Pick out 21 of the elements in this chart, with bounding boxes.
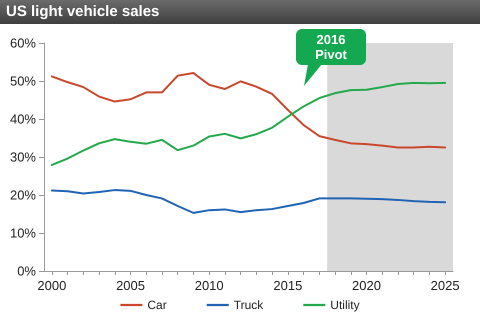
legend-label: Utility [330, 298, 360, 312]
x-tick-label: 2005 [116, 278, 145, 293]
legend-label: Truck [234, 298, 264, 312]
x-tick-label: 2000 [37, 278, 66, 293]
chart-title: US light vehicle sales [6, 3, 160, 20]
y-tick-label: 20% [10, 188, 36, 202]
legend-label: Car [147, 298, 167, 312]
x-tick-label: 2015 [273, 278, 302, 293]
y-tick-label: 0% [17, 264, 36, 278]
y-tick-label: 30% [10, 150, 36, 164]
line-series [50, 189, 446, 214]
x-tick-label: 2010 [194, 278, 224, 293]
x-tick-label: 2020 [352, 278, 381, 293]
y-tick-label: 40% [10, 112, 36, 126]
y-tick-label: 50% [10, 74, 36, 88]
line-series [50, 72, 446, 148]
line-series [50, 82, 446, 166]
annotation: 2016 Pivot [296, 29, 366, 65]
x-tick-label: 2025 [430, 278, 460, 293]
y-tick-label: 10% [10, 226, 36, 240]
y-tick-label: 60% [10, 36, 36, 50]
